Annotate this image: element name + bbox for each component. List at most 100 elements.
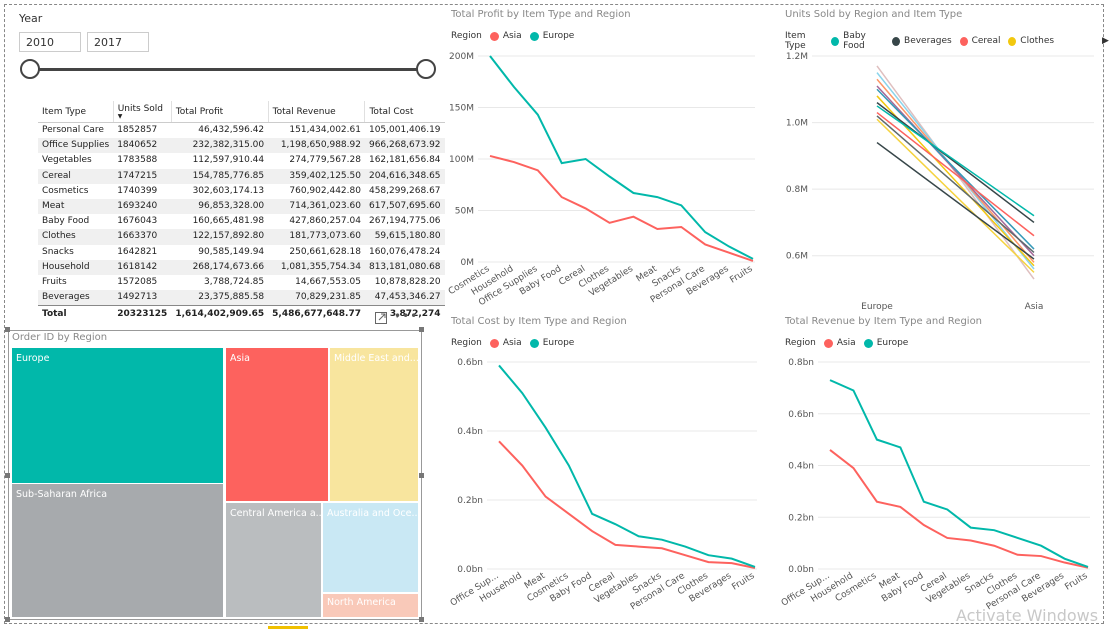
series-line[interactable] xyxy=(876,115,1035,253)
y-tick-label: 0M xyxy=(461,258,475,268)
table-row[interactable]: Baby Food 1676043 160,665,481.98 427,860,25… xyxy=(38,214,445,229)
treemap-tile[interactable]: Europe xyxy=(12,348,223,483)
resize-handle[interactable] xyxy=(419,473,424,478)
series-line[interactable] xyxy=(876,102,1035,224)
chart-legend: Region Asia Europe xyxy=(451,31,578,41)
table-row[interactable]: Clothes 1663370 122,157,892.80 181,773,073.… xyxy=(38,229,445,245)
year-slicer: Year 2010 2017 xyxy=(14,6,436,86)
series-line[interactable] xyxy=(876,65,1035,280)
table-row[interactable]: Vegetables 1783588 112,597,910.44 274,779,5… xyxy=(38,153,445,168)
column-header[interactable]: Units Sold ▼ xyxy=(112,101,172,123)
series-line[interactable] xyxy=(876,88,1035,250)
x-tick-label: Office Supplies xyxy=(477,264,540,308)
series-line[interactable] xyxy=(876,78,1035,263)
table-cell: Baby Food xyxy=(42,216,90,227)
column-header[interactable]: Total Cost xyxy=(364,101,445,123)
table-row[interactable]: Cereal 1747215 154,785,776.85 359,402,125.5… xyxy=(38,168,445,184)
table-row[interactable]: Personal Care 1852857 46,432,596.42 151,434… xyxy=(38,123,445,139)
table-cell: 1676043 xyxy=(117,216,158,227)
legend-item-label[interactable]: Europe xyxy=(542,338,575,348)
table-cell: 47,453,346.27 xyxy=(364,290,445,306)
x-tick-label: Asia xyxy=(1025,302,1044,312)
legend-item-label[interactable]: Europe xyxy=(876,338,909,348)
series-line[interactable] xyxy=(876,118,1035,273)
legend-dot-icon xyxy=(863,338,873,348)
year-end-input[interactable]: 2017 xyxy=(87,32,149,52)
legend-item-label[interactable]: Europe xyxy=(542,31,575,41)
y-tick-label: 0.0bn xyxy=(788,565,814,575)
y-tick-label: 0.4bn xyxy=(788,462,814,472)
table-cell: 204,616,348.65 xyxy=(364,168,445,184)
y-tick-label: 200M xyxy=(449,52,474,62)
column-header[interactable]: Total Revenue xyxy=(267,101,365,123)
treemap-tile[interactable]: Australia and Oce... xyxy=(323,503,418,592)
legend-next-arrow-icon[interactable]: ▶ xyxy=(1102,36,1109,46)
series-line[interactable] xyxy=(498,440,756,569)
more-options-icon[interactable]: ••• xyxy=(394,309,419,323)
resize-handle[interactable] xyxy=(5,327,10,332)
series-line[interactable] xyxy=(829,379,1089,568)
table-total-cell: 3,872,274 xyxy=(364,305,445,323)
table-row[interactable]: Fruits 1572085 3,788,724.85 14,667,553.05 10… xyxy=(38,275,445,290)
slider-end-handle[interactable] xyxy=(416,59,436,79)
series-line[interactable] xyxy=(876,95,1035,267)
series-line[interactable] xyxy=(829,449,1089,569)
y-tick-label: 100M xyxy=(449,155,474,165)
table-cell: 458,299,268.67 xyxy=(368,185,441,196)
table-cell: Clothes xyxy=(38,229,114,245)
resize-handle[interactable] xyxy=(5,473,10,478)
table-cell: Meat xyxy=(38,199,114,215)
x-tick-label: Vegetables xyxy=(925,571,973,606)
legend-item-label[interactable]: Clothes xyxy=(1020,36,1055,46)
resize-handle[interactable] xyxy=(419,617,424,622)
y-tick-label: 0.6M xyxy=(786,252,808,262)
table-row[interactable]: Meat 1693240 96,853,328.00 714,361,023.60 61… xyxy=(38,199,445,215)
column-header[interactable]: Total Profit xyxy=(170,101,269,123)
column-header[interactable]: Item Type xyxy=(38,101,114,123)
series-line[interactable] xyxy=(876,141,1035,260)
y-tick-label: 0.4bn xyxy=(457,427,483,437)
table-cell: 90,585,149.94 xyxy=(198,246,265,257)
year-start-input[interactable]: 2010 xyxy=(19,32,81,52)
table-row[interactable]: Beverages 1492713 23,375,885.58 70,829,231.… xyxy=(38,290,445,306)
series-line[interactable] xyxy=(876,72,1035,270)
treemap-tile[interactable]: Sub-Saharan Africa xyxy=(12,484,223,617)
x-tick-label: Personal Care xyxy=(649,264,707,306)
chart-title: Total Cost by Item Type and Region xyxy=(451,316,627,327)
table-row[interactable]: Snacks 1642821 90,585,149.94 250,661,628.18… xyxy=(38,245,445,260)
focus-mode-icon[interactable] xyxy=(375,312,387,324)
y-tick-label: 0.8bn xyxy=(788,358,814,368)
treemap-tile[interactable]: Middle East and... xyxy=(330,348,418,501)
series-line[interactable] xyxy=(498,364,756,568)
legend-item-label[interactable]: Cereal xyxy=(971,36,1001,46)
resize-handle[interactable] xyxy=(419,327,424,332)
treemap-tile[interactable]: North America xyxy=(323,594,418,617)
x-tick-label: Snacks xyxy=(964,571,997,596)
table-cell: Household xyxy=(38,259,114,276)
legend-dot-icon xyxy=(959,36,968,46)
treemap-tile[interactable]: Central America a... xyxy=(226,503,321,617)
legend-item-label[interactable]: Beverages xyxy=(904,36,952,46)
series-line[interactable] xyxy=(489,154,754,262)
page-scrollbar[interactable] xyxy=(268,626,308,629)
legend-item-label[interactable]: Asia xyxy=(502,31,522,41)
series-line[interactable] xyxy=(876,85,1035,257)
resize-handle[interactable] xyxy=(5,617,10,622)
legend-item-label[interactable]: Asia xyxy=(502,338,522,348)
year-slider-track[interactable] xyxy=(29,68,425,71)
y-tick-label: 150M xyxy=(449,104,474,114)
x-tick-label: Baby Food xyxy=(880,571,925,604)
legend-item-label[interactable]: Asia xyxy=(836,338,856,348)
legend-item-label[interactable]: Baby Food xyxy=(843,31,866,51)
table-cell: Cosmetics xyxy=(42,185,89,196)
series-line[interactable] xyxy=(489,55,754,260)
x-tick-label: Personal Care xyxy=(629,571,687,613)
table-row[interactable]: Household 1618142 268,174,673.66 1,081,355,… xyxy=(38,259,445,276)
series-line[interactable] xyxy=(876,105,1035,217)
table-row[interactable]: Office Supplies 1840652 232,382,315.00 1,19… xyxy=(38,138,445,154)
table-row[interactable]: Cosmetics 1740399 302,603,174.13 760,902,44… xyxy=(38,184,445,199)
treemap-tile[interactable]: Asia xyxy=(226,348,328,501)
slider-start-handle[interactable] xyxy=(20,59,40,79)
x-tick-label: Fruits xyxy=(730,571,756,593)
series-line[interactable] xyxy=(876,111,1035,237)
